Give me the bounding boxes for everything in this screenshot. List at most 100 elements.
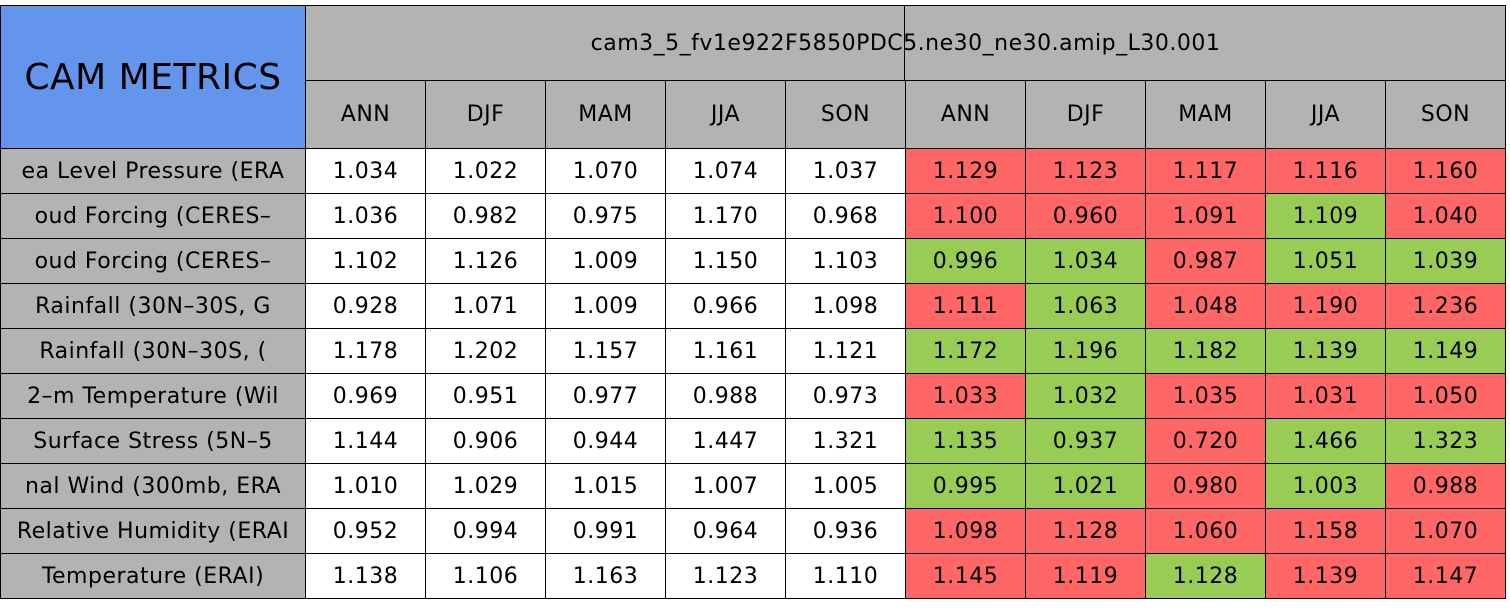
value-cell-text: 1.196	[1052, 338, 1119, 364]
value-cell: 0.966	[665, 283, 786, 329]
value-cell-text: 0.980	[1172, 473, 1239, 499]
value-cell-text: 1.111	[932, 293, 999, 319]
value-cell-text: 1.098	[932, 518, 999, 544]
value-cell: 1.149	[1385, 328, 1506, 374]
value-cell: 0.994	[425, 508, 546, 554]
season-header: SON	[1385, 80, 1506, 149]
value-cell-text: 1.031	[1292, 383, 1359, 409]
value-cell-text: 1.126	[452, 248, 519, 274]
value-cell-text: 1.034	[1052, 248, 1119, 274]
value-cell: 1.050	[1385, 373, 1506, 419]
row-label: oud Forcing (CERES–	[0, 193, 306, 239]
value-cell: 1.160	[1385, 148, 1506, 194]
value-cell: 1.116	[1265, 148, 1386, 194]
value-cell: 1.129	[905, 148, 1026, 194]
value-cell: 1.098	[785, 283, 906, 329]
value-cell: 1.010	[305, 463, 426, 509]
row-label-text: oud Forcing (CERES–	[34, 203, 272, 229]
value-cell-text: 1.063	[1052, 293, 1119, 319]
value-cell-text: 0.964	[692, 518, 759, 544]
value-cell: 1.172	[905, 328, 1026, 374]
value-cell: 0.987	[1145, 238, 1266, 284]
value-cell: 1.070	[1385, 508, 1506, 554]
value-cell-text: 1.051	[1292, 248, 1359, 274]
value-cell: 1.117	[1145, 148, 1266, 194]
value-cell-text: 1.040	[1412, 203, 1479, 229]
value-cell: 0.906	[425, 418, 546, 464]
value-cell: 1.447	[665, 418, 786, 464]
value-cell: 0.952	[305, 508, 426, 554]
value-cell: 0.982	[425, 193, 546, 239]
value-cell: 0.964	[665, 508, 786, 554]
value-cell-text: 1.036	[332, 203, 399, 229]
value-cell: 0.951	[425, 373, 546, 419]
season-header-text: MAM	[1178, 102, 1233, 127]
row-label-text: oud Forcing (CERES–	[34, 248, 272, 274]
row-label: oud Forcing (CERES–	[0, 238, 306, 284]
value-cell-text: 1.029	[452, 473, 519, 499]
value-cell-text: 1.048	[1172, 293, 1239, 319]
season-header: ANN	[305, 80, 426, 149]
corner-header-text: CAM METRICS	[24, 56, 282, 98]
value-cell-text: 0.951	[452, 383, 519, 409]
value-cell-text: 0.973	[812, 383, 879, 409]
value-cell-text: 0.720	[1172, 428, 1239, 454]
value-cell: 1.063	[1025, 283, 1146, 329]
value-cell: 1.022	[425, 148, 546, 194]
value-cell-text: 0.944	[572, 428, 639, 454]
value-cell: 1.091	[1145, 193, 1266, 239]
row-label-text: Rainfall (30N–30S, G	[35, 293, 271, 319]
value-cell-text: 1.172	[932, 338, 999, 364]
value-cell: 1.323	[1385, 418, 1506, 464]
row-label-text: ea Level Pressure (ERA	[21, 158, 285, 184]
value-cell-text: 0.988	[1412, 473, 1479, 499]
value-cell: 0.968	[785, 193, 906, 239]
value-cell: 1.035	[1145, 373, 1266, 419]
value-cell-text: 1.102	[332, 248, 399, 274]
value-cell: 1.102	[305, 238, 426, 284]
value-cell-text: 1.003	[1292, 473, 1359, 499]
value-cell: 1.034	[1025, 238, 1146, 284]
value-cell: 1.098	[905, 508, 1026, 554]
season-header: DJF	[1025, 80, 1146, 149]
value-cell-text: 1.106	[452, 563, 519, 589]
value-cell: 1.015	[545, 463, 666, 509]
value-cell-text: 1.070	[572, 158, 639, 184]
season-header-text: JJA	[710, 102, 741, 127]
value-cell: 1.163	[545, 553, 666, 599]
value-cell: 0.991	[545, 508, 666, 554]
value-cell-text: 1.202	[452, 338, 519, 364]
row-label-text: Surface Stress (5N–5	[33, 428, 273, 454]
value-cell: 1.128	[1145, 553, 1266, 599]
value-cell: 1.036	[305, 193, 426, 239]
value-cell: 1.145	[905, 553, 1026, 599]
value-cell: 1.005	[785, 463, 906, 509]
value-cell-text: 1.128	[1172, 563, 1239, 589]
value-cell: 1.039	[1385, 238, 1506, 284]
row-label-text: Temperature (ERAI)	[41, 563, 265, 589]
value-cell-text: 1.091	[1172, 203, 1239, 229]
corner-header: CAM METRICS	[0, 5, 306, 149]
value-cell-text: 1.145	[932, 563, 999, 589]
value-cell: 1.111	[905, 283, 1026, 329]
value-cell-text: 1.163	[572, 563, 639, 589]
value-cell: 1.040	[1385, 193, 1506, 239]
value-cell: 1.202	[425, 328, 546, 374]
value-cell-text: 1.182	[1172, 338, 1239, 364]
value-cell: 0.995	[905, 463, 1026, 509]
value-cell-text: 1.071	[452, 293, 519, 319]
value-cell-text: 1.022	[452, 158, 519, 184]
value-cell: 1.121	[785, 328, 906, 374]
value-cell: 1.158	[1265, 508, 1386, 554]
row-label-text: nal Wind (300mb, ERA	[24, 473, 282, 499]
value-cell: 1.032	[1025, 373, 1146, 419]
value-cell-text: 1.190	[1292, 293, 1359, 319]
value-cell-text: 1.150	[692, 248, 759, 274]
value-cell-text: 0.987	[1172, 248, 1239, 274]
value-cell: 1.034	[305, 148, 426, 194]
season-header-text: DJF	[1066, 102, 1105, 127]
value-cell: 1.123	[665, 553, 786, 599]
season-header: JJA	[665, 80, 786, 149]
value-cell-text: 0.937	[1052, 428, 1119, 454]
